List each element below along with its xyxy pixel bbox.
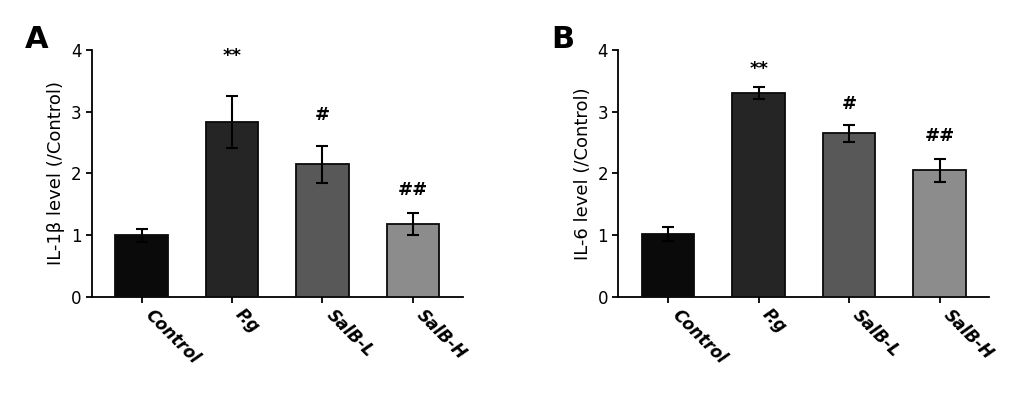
Text: **: **	[222, 47, 242, 65]
Y-axis label: IL-1β level (/Control): IL-1β level (/Control)	[47, 81, 65, 266]
Text: ##: ##	[923, 127, 954, 145]
Text: #: #	[315, 106, 330, 124]
Bar	[912, 170, 965, 297]
Bar	[641, 234, 694, 297]
Y-axis label: IL-6 level (/Control): IL-6 level (/Control)	[574, 87, 591, 260]
Bar	[822, 133, 874, 297]
Bar	[115, 235, 168, 297]
Bar	[206, 122, 258, 297]
Bar	[386, 224, 439, 297]
Text: A: A	[25, 25, 49, 54]
Bar	[732, 93, 785, 297]
Text: **: **	[749, 60, 767, 78]
Text: #: #	[841, 95, 856, 113]
Text: ##: ##	[397, 181, 428, 199]
Bar	[296, 164, 348, 297]
Text: B: B	[551, 25, 575, 54]
